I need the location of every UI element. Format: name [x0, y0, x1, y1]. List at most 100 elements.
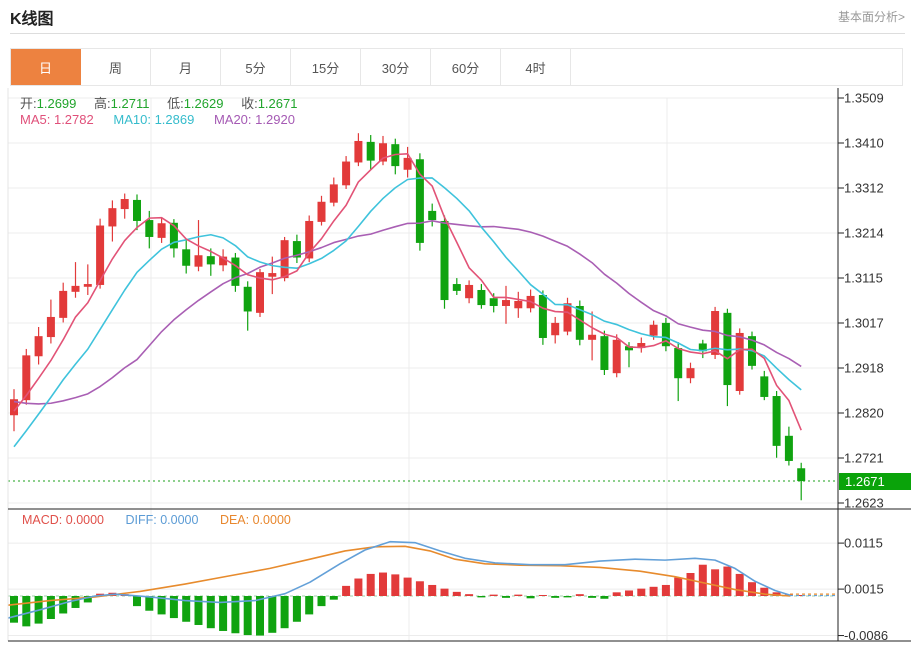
candle-body	[649, 324, 658, 336]
ma20-line	[13, 220, 802, 405]
macd-legend: MACD: 0.0000 DIFF: 0.0000 DEA: 0.0000	[22, 513, 291, 527]
macd-bar	[698, 564, 707, 596]
candle-body	[723, 312, 732, 386]
macd-bar	[169, 596, 178, 619]
candle-body	[637, 343, 646, 349]
candle-body	[563, 303, 572, 332]
macd-bar	[588, 596, 597, 598]
tab-week[interactable]: 周	[81, 49, 151, 85]
macd-bar	[342, 585, 351, 596]
tab-30min[interactable]: 30分	[361, 49, 431, 85]
macd-bar	[625, 590, 633, 596]
macd-bar	[600, 596, 609, 599]
macd-bar	[194, 596, 203, 625]
candle-body	[194, 255, 203, 267]
candle-body	[465, 284, 474, 299]
macd-bar	[305, 596, 314, 615]
candle-body	[772, 396, 781, 446]
macd-bar	[514, 594, 523, 596]
ohlc-legend: 开:1.2699 高:1.2711 低:1.2629 收:1.2671	[20, 93, 311, 112]
tab-15min[interactable]: 15分	[291, 49, 361, 85]
price-axis-label: 1.2623	[844, 496, 884, 511]
candle-body	[735, 332, 744, 392]
macd-bar	[489, 594, 498, 596]
macd-axis-label: 0.0115	[844, 536, 883, 551]
candle-body	[120, 199, 129, 210]
candle-body	[760, 376, 769, 397]
high-label: 高:	[94, 96, 111, 111]
price-axis-label: 1.3017	[844, 316, 884, 331]
macd-bar	[760, 587, 769, 596]
macd-bar	[723, 566, 732, 596]
ma10-legend: MA10: 1.2869	[113, 112, 195, 127]
candle-body	[292, 241, 301, 258]
ma5-line	[13, 152, 802, 431]
macd-bar	[563, 596, 572, 598]
candle-body	[551, 322, 560, 336]
candle-body	[329, 184, 338, 203]
close-value: 1.2671	[257, 96, 298, 111]
candle-body	[96, 225, 105, 285]
tab-month[interactable]: 月	[151, 49, 221, 85]
low-value: 1.2629	[183, 96, 224, 111]
price-axis-label: 1.2918	[844, 361, 884, 376]
ma10-line	[13, 177, 802, 448]
macd-axis-label: -0.0086	[844, 628, 888, 643]
candle-body	[133, 199, 141, 221]
open-value: 1.2699	[36, 96, 77, 111]
candle-body	[711, 311, 720, 355]
candle-body	[46, 316, 55, 338]
macd-bar	[292, 596, 301, 622]
candle-body	[34, 336, 43, 357]
candle-body	[22, 355, 31, 401]
low-label: 低:	[167, 96, 184, 111]
candle-body	[366, 141, 375, 161]
candle-body	[477, 289, 486, 306]
candle-body	[575, 305, 584, 340]
macd-bar	[575, 594, 584, 596]
candle-body	[182, 249, 191, 266]
period-tabs: 日周月 5分 15分 30分 60分 4时	[10, 48, 903, 86]
candle-body	[231, 257, 240, 286]
candle-body	[10, 399, 18, 416]
current-price-tag: 1.2671	[839, 473, 911, 490]
close-label: 收:	[241, 96, 258, 111]
price-axis-label: 1.2721	[844, 451, 884, 466]
candle-body	[342, 161, 351, 186]
macd-bar	[465, 594, 474, 596]
candle-body	[686, 368, 695, 379]
candle-body	[514, 300, 523, 309]
price-axis-label: 1.3410	[844, 136, 884, 151]
price-axis-label: 1.3214	[844, 226, 884, 241]
candle-body	[280, 240, 289, 279]
candle-body	[489, 298, 498, 306]
diff-value: DIFF: 0.0000	[125, 513, 199, 527]
macd-bar	[477, 596, 486, 598]
tab-4hour[interactable]: 4时	[501, 49, 571, 85]
tab-day[interactable]: 日	[11, 49, 81, 85]
macd-bar	[71, 596, 80, 608]
candle-body	[612, 339, 621, 374]
diff-line	[7, 540, 791, 619]
tab-5min[interactable]: 5分	[221, 49, 291, 85]
candle-body	[588, 334, 597, 340]
high-value: 1.2711	[110, 96, 150, 111]
candle-body	[243, 286, 252, 312]
candle-body	[145, 220, 154, 237]
macd-bar	[735, 573, 744, 596]
ma-legend: MA5: 1.2782 MA10: 1.2869 MA20: 1.2920	[20, 112, 295, 127]
macd-bar	[711, 569, 720, 596]
candlestick-chart[interactable]: 1.3509 1.3410 1.3312 1.3214 1.3115 1.3017 1.29…	[0, 88, 913, 646]
tabs-filler	[571, 49, 902, 85]
candle-body	[169, 222, 178, 249]
price-axis-label: 1.3312	[844, 181, 884, 196]
candle-body	[83, 284, 92, 287]
candle-body	[797, 468, 806, 482]
fundamental-analysis-link[interactable]: 基本面分析>	[837, 10, 905, 24]
ma20-legend: MA20: 1.2920	[213, 112, 295, 127]
macd-bar	[772, 592, 781, 596]
tab-60min[interactable]: 60分	[431, 49, 501, 85]
macd-bar	[637, 588, 646, 596]
macd-bar	[526, 596, 535, 599]
macd-bar	[452, 591, 461, 596]
